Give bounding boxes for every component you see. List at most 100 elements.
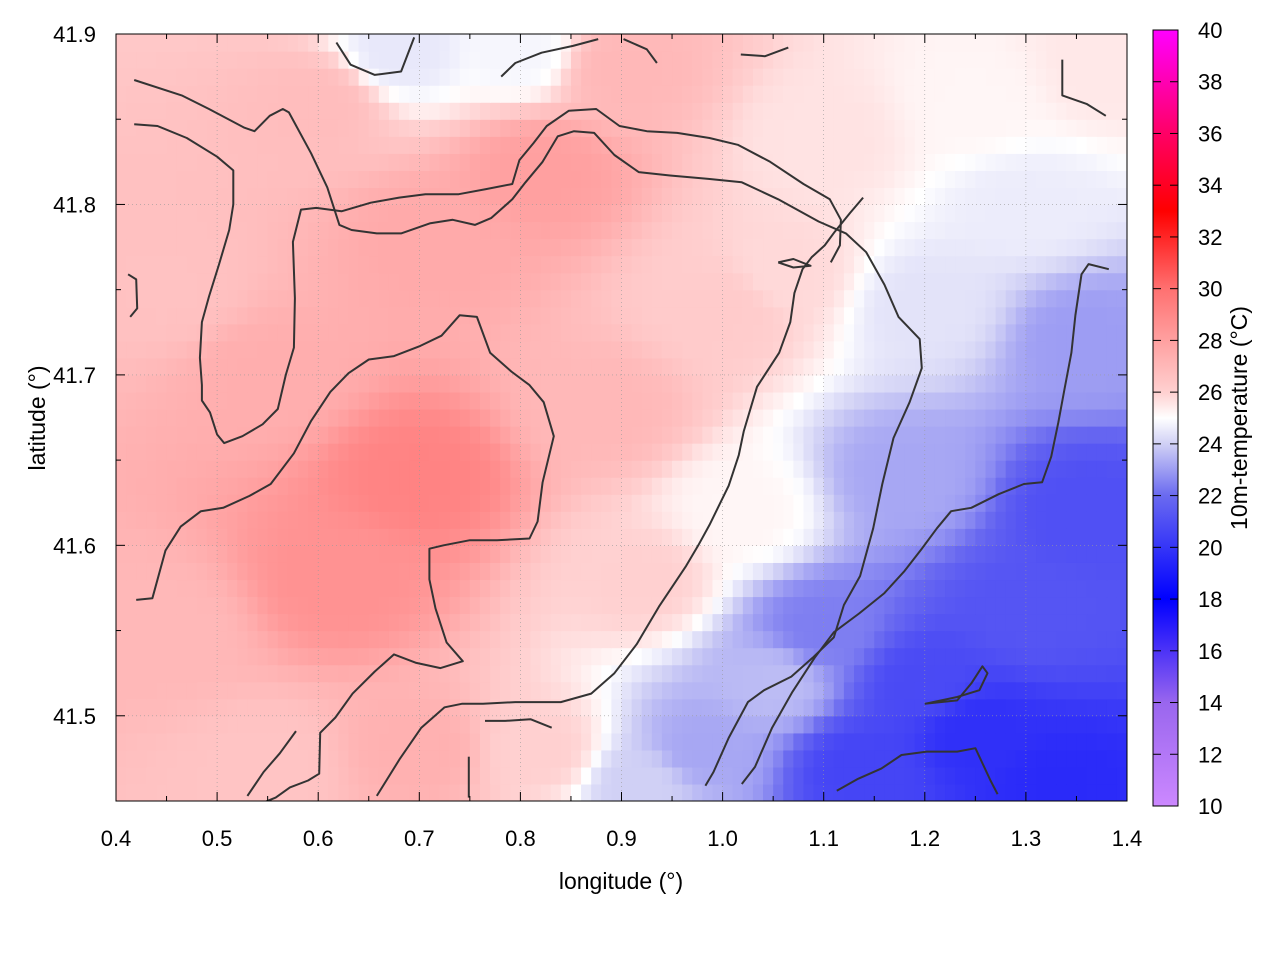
heatmap-cell: [854, 85, 865, 103]
heatmap-cell: [651, 136, 663, 154]
heatmap-cell: [965, 562, 976, 581]
heatmap-cell: [267, 528, 279, 546]
heatmap-cell: [419, 391, 431, 410]
heatmap-cell: [166, 289, 178, 308]
heatmap-cell: [490, 153, 501, 171]
heatmap-cell: [570, 374, 582, 393]
heatmap-cell: [884, 221, 896, 240]
heatmap-cell: [247, 68, 259, 86]
heatmap-cell: [490, 460, 501, 478]
heatmap-cell: [742, 136, 754, 154]
heatmap-cell: [1096, 323, 1108, 342]
heatmap-cell: [894, 323, 906, 342]
heatmap-cell: [843, 272, 855, 291]
heatmap-cell: [116, 494, 127, 512]
heatmap-cell: [702, 85, 714, 103]
heatmap-cell: [1025, 272, 1037, 291]
heatmap-cell: [672, 749, 683, 768]
heatmap-cell: [156, 187, 168, 206]
heatmap-cell: [530, 221, 542, 240]
heatmap-cell: [469, 596, 481, 615]
heatmap-cell: [1066, 630, 1078, 649]
heatmap-cell: [237, 426, 249, 444]
heatmap-cell: [297, 732, 309, 751]
heatmap-cell: [348, 238, 360, 257]
heatmap-cell: [722, 681, 734, 700]
heatmap-cell: [570, 596, 582, 615]
heatmap-cell: [1096, 85, 1108, 103]
heatmap-cell: [328, 289, 340, 308]
heatmap-cell: [358, 272, 370, 291]
heatmap-cell: [267, 221, 279, 240]
heatmap-cell: [803, 596, 815, 615]
heatmap-cell: [904, 68, 916, 86]
heatmap-cell: [459, 545, 471, 563]
heatmap-cell: [277, 664, 289, 683]
heatmap-cell: [732, 596, 744, 615]
heatmap-cell: [136, 221, 147, 240]
heatmap-cell: [783, 102, 794, 120]
heatmap-cell: [1046, 732, 1057, 751]
heatmap-cell: [924, 68, 936, 86]
heatmap-cell: [1076, 749, 1088, 768]
heatmap-cell: [227, 136, 238, 154]
heatmap-cell: [1106, 511, 1118, 529]
heatmap-cell: [581, 460, 592, 478]
heatmap-cell: [773, 306, 784, 325]
heatmap-cell: [955, 119, 966, 137]
heatmap-cell: [237, 766, 249, 785]
heatmap-cell: [904, 204, 916, 223]
colorbar-tick-label: 32: [1198, 225, 1222, 250]
heatmap-cell: [540, 170, 552, 188]
heatmap-cell: [1025, 579, 1037, 598]
heatmap-cell: [1005, 102, 1017, 120]
heatmap-cell: [560, 119, 572, 137]
heatmap-cell: [500, 340, 511, 359]
heatmap-cell: [287, 357, 299, 376]
heatmap-cell: [581, 85, 592, 103]
heatmap-cell: [793, 221, 805, 240]
heatmap-cell: [672, 715, 683, 734]
heatmap-cell: [348, 289, 360, 308]
heatmap-cell: [651, 272, 663, 291]
heatmap-cell: [712, 221, 724, 240]
heatmap-cell: [308, 647, 319, 666]
heatmap-cell: [459, 460, 471, 478]
heatmap-cell: [591, 562, 602, 581]
heatmap-cell: [975, 187, 987, 206]
heatmap-cell: [126, 783, 137, 801]
heatmap-cell: [227, 51, 238, 69]
heatmap-cell: [591, 715, 602, 734]
heatmap-cell: [712, 187, 724, 206]
heatmap-cell: [520, 732, 532, 751]
heatmap-cell: [338, 340, 350, 359]
heatmap-cell: [116, 187, 127, 206]
heatmap-cell: [692, 562, 703, 581]
heatmap-cell: [611, 187, 623, 206]
heatmap-cell: [146, 221, 158, 240]
heatmap-cell: [1025, 528, 1037, 546]
heatmap-cell: [874, 766, 885, 785]
heatmap-cell: [1086, 596, 1098, 615]
heatmap-cell: [904, 34, 916, 52]
heatmap-cell: [388, 204, 400, 223]
heatmap-cell: [1036, 766, 1047, 785]
heatmap-cell: [1046, 170, 1057, 188]
heatmap-cell: [914, 136, 926, 154]
heatmap-cell: [318, 630, 329, 649]
heatmap-cell: [975, 443, 987, 461]
heatmap-cell: [358, 783, 370, 801]
heatmap-cell: [479, 477, 491, 495]
heatmap-cell: [732, 153, 744, 171]
heatmap-cell: [560, 732, 572, 751]
heatmap-cell: [864, 579, 875, 598]
heatmap-cell: [247, 85, 259, 103]
heatmap-cell: [581, 391, 592, 410]
heatmap-cell: [601, 68, 612, 86]
heatmap-cell: [550, 119, 562, 137]
heatmap-cell: [1046, 34, 1057, 52]
heatmap-cell: [409, 340, 420, 359]
heatmap-cell: [894, 34, 906, 52]
heatmap-cell: [651, 102, 663, 120]
heatmap-cell: [1076, 664, 1088, 683]
